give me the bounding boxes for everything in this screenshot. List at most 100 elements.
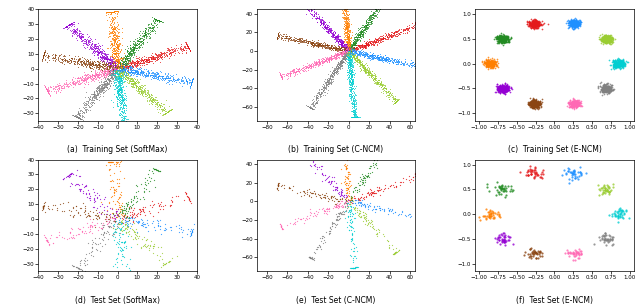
Point: [109, 61, 120, 66]
Point: [95, 89, 105, 94]
Point: [318, 19, 328, 24]
Point: [598, 41, 608, 46]
Point: [360, 51, 370, 56]
Point: [67, 56, 77, 61]
Point: [607, 35, 617, 40]
Point: [624, 215, 634, 220]
Point: [494, 238, 504, 243]
Point: [536, 101, 546, 106]
Point: [70, 113, 81, 118]
Point: [119, 79, 129, 83]
Point: [573, 20, 583, 25]
Point: [328, 45, 339, 50]
Point: [188, 77, 198, 82]
Point: [559, 168, 570, 173]
Point: [339, 15, 349, 20]
Point: [356, 68, 367, 73]
Point: [103, 229, 113, 234]
Point: [310, 94, 321, 99]
Point: [37, 57, 47, 62]
Point: [600, 188, 611, 193]
Point: [296, 0, 307, 3]
Point: [114, 222, 124, 227]
Point: [110, 26, 120, 31]
Point: [273, 34, 283, 38]
Point: [353, 43, 364, 48]
Point: [84, 213, 95, 218]
Point: [376, 53, 386, 58]
Point: [141, 36, 151, 41]
Point: [84, 63, 94, 68]
Point: [141, 34, 152, 39]
Point: [111, 176, 122, 181]
Point: [346, 228, 356, 233]
Point: [485, 211, 495, 216]
Point: [97, 63, 107, 68]
Point: [538, 168, 548, 172]
Point: [346, 46, 356, 51]
Point: [276, 224, 286, 229]
Point: [112, 59, 122, 64]
Point: [342, 44, 352, 49]
Point: [350, 34, 360, 39]
Point: [273, 33, 283, 38]
Point: [525, 100, 536, 105]
Point: [126, 48, 136, 53]
Point: [84, 59, 94, 64]
Point: [383, 92, 393, 97]
Point: [123, 75, 133, 80]
Point: [495, 90, 505, 95]
Point: [531, 169, 541, 174]
Point: [345, 50, 355, 55]
Point: [380, 58, 390, 63]
Point: [109, 60, 119, 65]
Point: [87, 74, 97, 79]
Point: [311, 209, 321, 214]
Point: [102, 59, 112, 64]
Point: [307, 106, 317, 111]
Point: [125, 60, 135, 65]
Point: [37, 206, 47, 211]
Point: [600, 86, 610, 91]
Point: [329, 34, 339, 39]
Point: [600, 39, 610, 44]
Point: [600, 38, 610, 43]
Point: [106, 9, 116, 14]
Point: [344, 54, 355, 59]
Point: [347, 74, 357, 79]
Point: [307, 100, 317, 105]
Point: [136, 71, 147, 76]
Point: [308, 106, 318, 111]
Point: [314, 43, 324, 48]
Point: [325, 55, 335, 60]
Point: [334, 48, 344, 53]
Point: [572, 250, 582, 255]
Point: [531, 103, 541, 107]
Point: [113, 93, 124, 98]
Point: [412, 23, 422, 28]
Point: [616, 61, 627, 66]
Point: [600, 86, 610, 91]
Point: [326, 178, 337, 183]
Point: [118, 62, 128, 67]
Point: [336, 63, 346, 68]
Point: [344, 189, 354, 194]
Point: [334, 51, 344, 56]
Point: [118, 274, 128, 278]
Point: [498, 34, 508, 39]
Point: [75, 56, 85, 61]
Point: [296, 0, 306, 3]
Point: [535, 249, 545, 254]
Point: [107, 24, 117, 29]
Point: [602, 38, 612, 43]
Point: [495, 83, 505, 87]
Point: [103, 78, 113, 83]
Point: [162, 73, 172, 78]
Point: [277, 35, 287, 40]
Point: [568, 97, 579, 102]
Point: [335, 58, 345, 63]
Point: [388, 93, 399, 98]
Point: [131, 66, 141, 71]
Point: [153, 222, 163, 227]
Point: [93, 74, 103, 79]
